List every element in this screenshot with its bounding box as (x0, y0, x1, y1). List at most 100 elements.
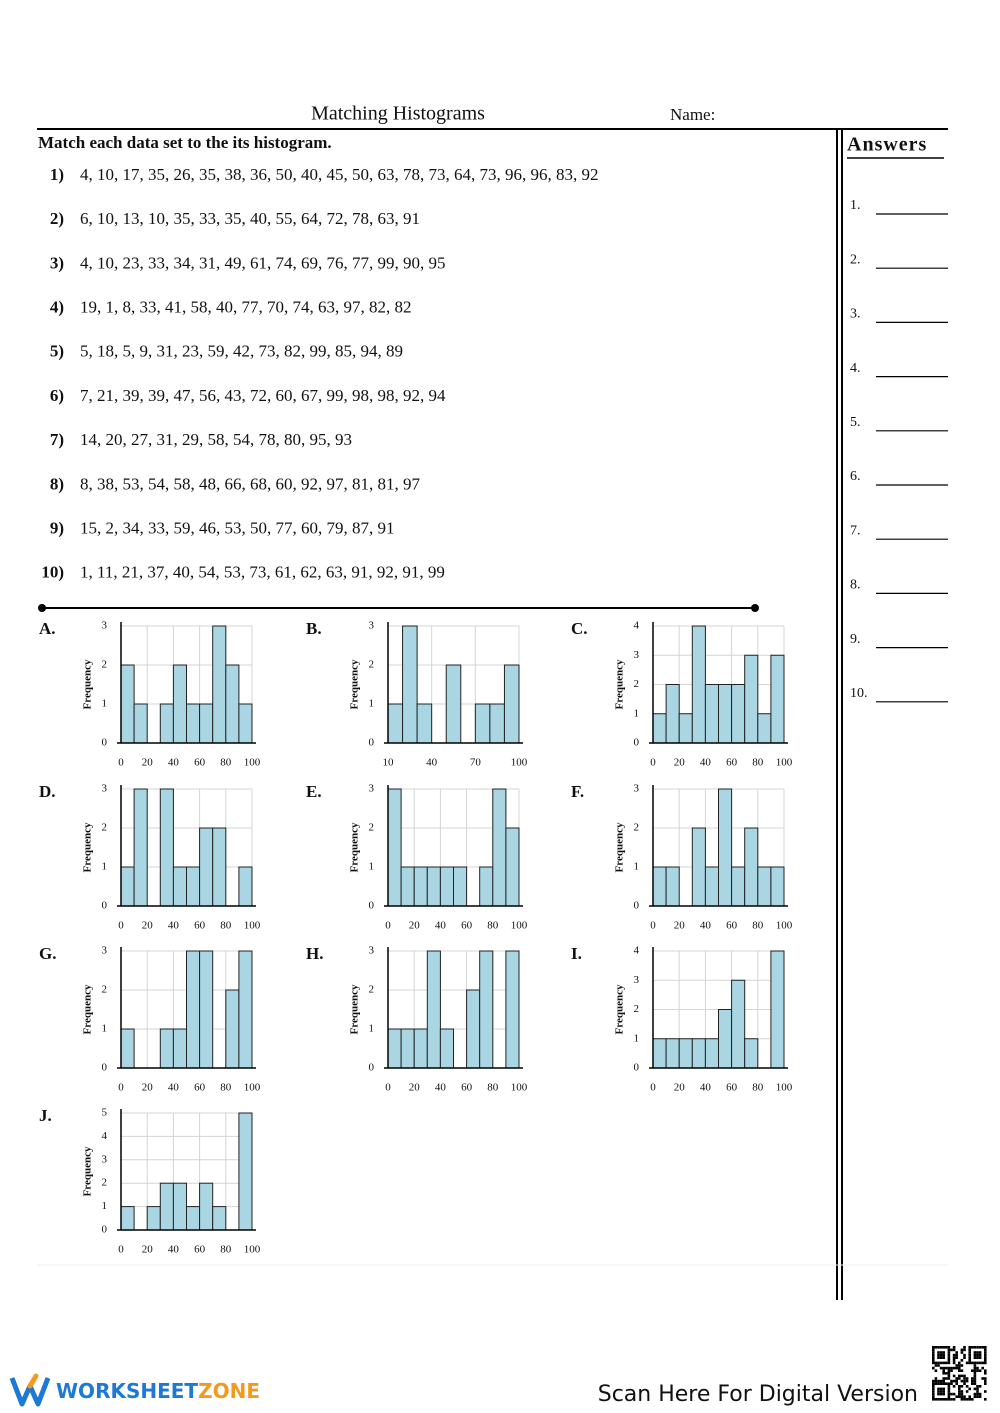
qr-module (960, 1398, 964, 1401)
qr-module (960, 1348, 964, 1352)
x-tick-label: 0 (118, 920, 124, 932)
qr-module (973, 1364, 977, 1367)
qr-module (939, 1346, 943, 1349)
qr-module (978, 1395, 982, 1398)
bar (159, 1182, 174, 1231)
qr-module (947, 1395, 951, 1398)
qr-module (932, 1395, 935, 1398)
qr-module (973, 1353, 977, 1357)
qr-module (952, 1361, 956, 1365)
qr-module (947, 1353, 951, 1357)
qr-module (973, 1395, 977, 1398)
qr-module (947, 1382, 951, 1385)
qr-module (932, 1361, 935, 1365)
bar (172, 1182, 187, 1231)
bar (238, 866, 253, 907)
bar (718, 788, 733, 907)
y-tick-label: 3 (634, 649, 640, 661)
qr-code (932, 1346, 987, 1401)
problem-data: 15, 2, 34, 33, 59, 46, 53, 50, 77, 60, 7… (80, 519, 395, 538)
qr-module (952, 1356, 956, 1359)
x-tick-label: 0 (385, 1082, 391, 1094)
bar (665, 1038, 680, 1069)
bar (489, 703, 505, 744)
qr-module (942, 1372, 945, 1375)
y-tick-label: 1 (634, 1032, 640, 1044)
bar (439, 1028, 454, 1069)
problem-data: 4, 10, 17, 35, 26, 35, 38, 36, 50, 40, 4… (80, 165, 599, 184)
problem-data: 19, 1, 8, 33, 41, 58, 40, 77, 70, 74, 63… (80, 298, 412, 317)
answer-number: 9. (850, 632, 861, 647)
problem-data: 7, 21, 39, 39, 47, 56, 43, 72, 60, 67, 9… (80, 386, 446, 405)
qr-module (976, 1395, 979, 1398)
y-tick-label: 2 (369, 822, 375, 834)
qr-module (932, 1379, 935, 1383)
qr-module (939, 1390, 943, 1393)
qr-module (934, 1379, 938, 1383)
qr-module (934, 1369, 938, 1372)
chart-label: A. (39, 619, 56, 638)
x-tick-label: 10 (383, 757, 395, 769)
problem-data: 14, 20, 27, 31, 29, 58, 54, 78, 80, 95, … (80, 430, 352, 449)
qr-module (942, 1392, 945, 1396)
bar (665, 866, 680, 907)
qr-module (963, 1346, 966, 1349)
qr-module (968, 1356, 971, 1359)
qr-module (932, 1351, 935, 1354)
qr-module (978, 1353, 982, 1357)
x-tick-label: 40 (700, 1082, 712, 1094)
bar (731, 979, 746, 1069)
bar (146, 1206, 161, 1231)
qr-module (947, 1390, 951, 1393)
x-tick-label: 20 (142, 757, 154, 769)
qr-module (971, 1369, 974, 1372)
chart-label: D. (39, 782, 56, 801)
bar (186, 866, 201, 907)
qr-module (937, 1382, 940, 1385)
qr-module (960, 1351, 964, 1354)
qr-module (963, 1398, 966, 1401)
qr-module (968, 1387, 971, 1391)
qr-module (955, 1364, 958, 1367)
name-label: Name: (670, 105, 715, 124)
qr-module (952, 1353, 956, 1357)
qr-module (973, 1392, 977, 1396)
x-tick-label: 60 (726, 920, 738, 932)
bar (505, 827, 520, 907)
qr-module (950, 1366, 953, 1370)
qr-module (950, 1348, 953, 1352)
x-tick-label: 60 (726, 757, 738, 769)
x-tick-label: 100 (776, 1082, 793, 1094)
bar (505, 950, 520, 1069)
bar (770, 866, 785, 907)
x-tick-label: 40 (426, 757, 438, 769)
qr-module (947, 1372, 951, 1375)
qr-module (978, 1369, 982, 1372)
qr-module (978, 1346, 982, 1349)
qr-module (968, 1361, 971, 1365)
x-tick-label: 20 (674, 757, 686, 769)
qr-module (937, 1379, 940, 1383)
y-tick-label: 2 (634, 678, 640, 690)
separator-dot (38, 604, 46, 612)
qr-module (952, 1379, 956, 1383)
qr-module (934, 1364, 938, 1367)
bar (718, 1009, 733, 1069)
bar (199, 703, 214, 744)
bar (159, 788, 174, 907)
qr-module (955, 1379, 958, 1383)
qr-module (958, 1392, 961, 1396)
bar (225, 664, 240, 744)
qr-module (984, 1398, 987, 1401)
y-axis-label: Frequency (349, 659, 361, 709)
qr-module (981, 1361, 984, 1365)
bar (479, 950, 494, 1069)
y-tick-label: 0 (102, 1224, 108, 1236)
x-tick-label: 0 (118, 757, 124, 769)
qr-module (973, 1346, 977, 1349)
bar (770, 950, 785, 1069)
qr-module (963, 1348, 966, 1352)
y-tick-label: 2 (634, 1003, 640, 1015)
qr-module (939, 1392, 943, 1396)
bar (120, 866, 135, 907)
